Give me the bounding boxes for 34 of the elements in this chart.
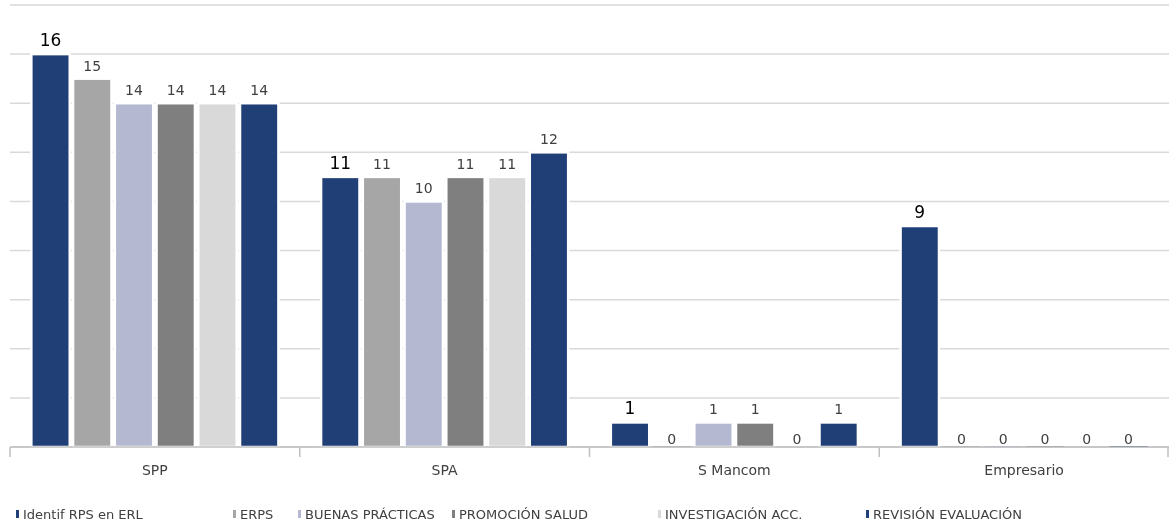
x-tick-label: Empresario	[984, 462, 1064, 478]
data-label: 14	[208, 82, 227, 99]
data-label: 14	[250, 82, 269, 99]
x-tick-label: S Mancom	[697, 462, 771, 478]
data-label: 0	[1124, 431, 1133, 447]
data-label: 14	[166, 82, 185, 99]
data-label: 11	[456, 155, 475, 172]
data-label: 0	[1040, 431, 1050, 447]
data-label: 9	[914, 202, 926, 222]
data-label: 14	[125, 82, 143, 99]
x-tick-label: SPP	[141, 462, 168, 478]
data-label: 1	[624, 398, 636, 419]
data-label: 0	[957, 431, 966, 447]
data-label: 12	[540, 131, 558, 148]
legend-label: Identif RPS en ERL	[23, 507, 144, 522]
data-label: 16	[39, 30, 62, 51]
data-label: 11	[329, 152, 352, 173]
data-label: 0	[1082, 431, 1092, 447]
data-label: 1	[750, 401, 760, 418]
data-label: 1	[834, 401, 844, 418]
data-label: 11	[498, 155, 517, 172]
x-tick-label: SPA	[431, 462, 459, 478]
data-label: 0	[667, 431, 677, 447]
data-label: 1	[709, 401, 718, 418]
legend-label: BUENAS PRÁCTICAS	[305, 507, 435, 522]
data-label: 15	[83, 57, 102, 74]
data-label: 0	[792, 431, 802, 447]
legend-label: ERPS	[240, 507, 274, 522]
data-label: 0	[998, 431, 1008, 447]
legend-label: INVESTIGACIÓN ACC.	[665, 507, 803, 522]
data-label: 11	[373, 155, 391, 172]
legend-label: PROMOCIÓN SALUD	[459, 507, 589, 522]
legend-label: REVISIÓN EVALUACIÓN	[873, 507, 1022, 522]
data-label: 10	[414, 180, 433, 197]
